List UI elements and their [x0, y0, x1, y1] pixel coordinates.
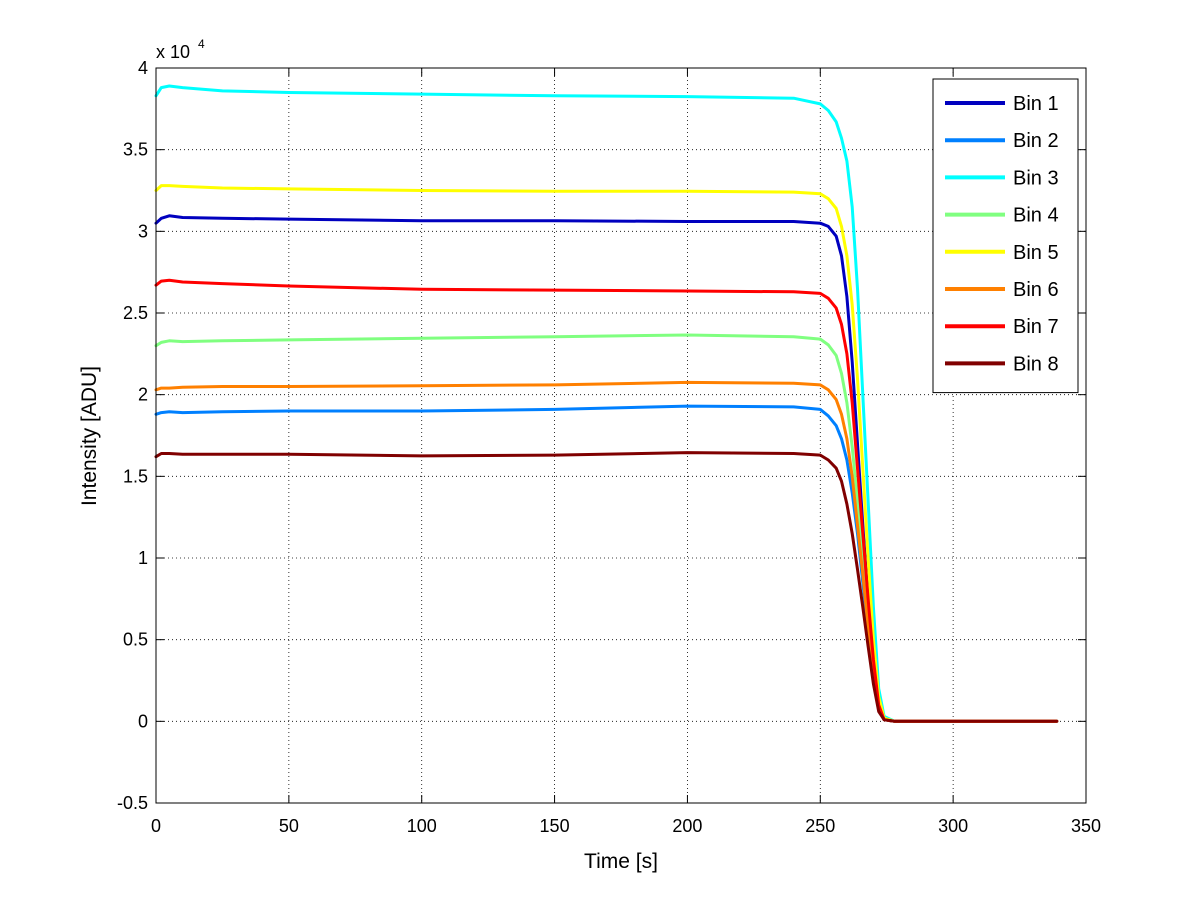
- x-tick-label: 0: [151, 816, 161, 836]
- y-tick-label: 1: [138, 548, 148, 568]
- y-tick-label: 2.5: [123, 303, 148, 323]
- y-tick-label: 0.5: [123, 630, 148, 650]
- legend: Bin 1 Bin 2 Bin 3 Bin 4 Bin 5 Bin 6 Bin 7 Bin 8: [932, 78, 1079, 394]
- legend-label: Bin 5: [1013, 242, 1059, 264]
- y-axis-multiplier: x 10 4: [156, 37, 205, 62]
- legend-label: Bin 4: [1013, 205, 1059, 227]
- x-axis-label: Time [s]: [584, 850, 658, 873]
- x-tick-label: 250: [805, 816, 835, 836]
- legend-label: Bin 1: [1013, 93, 1059, 115]
- y-tick-label: 3: [138, 221, 148, 241]
- axis-ticks: 0 50 100 150 200 250 300 350-0.500.511.522.533.…: [117, 58, 1101, 836]
- legend-label: Bin 7: [1013, 316, 1059, 338]
- x-tick-label: 350: [1071, 816, 1101, 836]
- legend-label: Bin 2: [1013, 130, 1059, 152]
- series-lines: [154, 84, 1059, 723]
- y-tick-label: 0: [138, 711, 148, 731]
- y-axis-label: Intensity [ADU]: [78, 366, 101, 506]
- y-axis-multiplier-base: x 10: [156, 42, 190, 62]
- legend-label: Bin 3: [1013, 167, 1059, 189]
- grid-lines: [156, 68, 1086, 803]
- x-tick-label: 200: [672, 816, 702, 836]
- x-tick-label: 150: [540, 816, 570, 836]
- x-tick-label: 50: [279, 816, 299, 836]
- y-tick-label: 1.5: [123, 466, 148, 486]
- legend-label: Bin 6: [1013, 279, 1059, 301]
- series-line-bin-8: [154, 451, 1059, 723]
- y-tick-label: -0.5: [117, 793, 148, 813]
- y-tick-label: 2: [138, 385, 148, 405]
- plot-frame: [155, 67, 1087, 804]
- x-tick-label: 300: [938, 816, 968, 836]
- legend-label: Bin 8: [1013, 353, 1059, 375]
- y-axis-multiplier-exponent: 4: [198, 37, 205, 51]
- y-tick-label: 4: [138, 58, 148, 78]
- x-tick-label: 100: [407, 816, 437, 836]
- legend-box: [932, 78, 1079, 394]
- y-tick-label: 3.5: [123, 140, 148, 160]
